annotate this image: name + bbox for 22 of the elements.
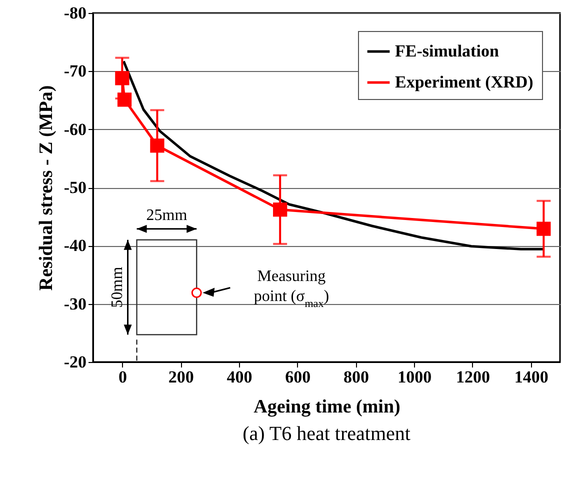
annotation: 25mm xyxy=(146,206,188,224)
y-tick-label: -30 xyxy=(64,294,86,314)
legend-label: FE-simulation xyxy=(395,42,500,60)
y-tick-label: -60 xyxy=(64,120,86,139)
x-tick-label: 1400 xyxy=(514,368,548,386)
x-tick-label: 400 xyxy=(226,368,252,386)
y-tick-label: -20 xyxy=(64,352,86,372)
y-axis-title: Residual stress - Z (MPa) xyxy=(36,85,57,291)
y-tick-label: -70 xyxy=(64,62,86,81)
x-tick-label: 600 xyxy=(285,368,311,386)
y-tick-label: -50 xyxy=(64,178,86,197)
y-tick-label: -80 xyxy=(64,4,86,22)
x-tick-label: 1200 xyxy=(456,368,490,386)
x-axis-title: Ageing time (min) xyxy=(254,396,400,418)
legend-label: Experiment (XRD) xyxy=(395,72,534,92)
x-tick-label: 800 xyxy=(343,368,369,386)
x-tick-label: 0 xyxy=(118,368,127,386)
annotation: 50mm xyxy=(108,266,126,308)
x-tick-label: 200 xyxy=(168,368,194,386)
text: (a) T6 heat treatment xyxy=(242,423,411,445)
y-tick-label: -40 xyxy=(64,236,86,256)
x-tick-label: 1000 xyxy=(398,368,432,386)
